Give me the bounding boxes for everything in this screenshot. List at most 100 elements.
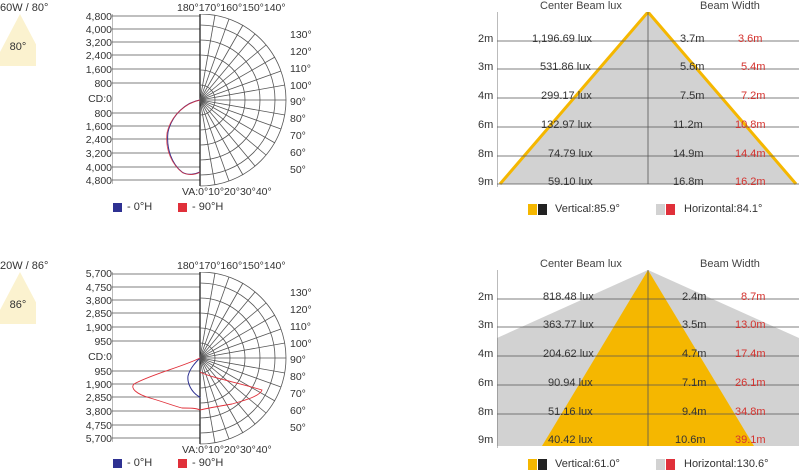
side-angle: 90° [290, 96, 306, 108]
badge-2: 86° [0, 272, 40, 324]
beam-row-width-v: 7.5m [680, 90, 705, 102]
beam-row-width-v: 3.5m [682, 319, 707, 331]
panel-2-title: 20W / 86° [0, 260, 49, 272]
beam-angle-badge-icon [0, 14, 40, 66]
beam-row-width-v: 16.8m [673, 176, 704, 188]
polar-tick: 2,400 [85, 134, 112, 146]
badge-1-angle: 80° [9, 41, 27, 53]
polar-tick: 3,200 [85, 37, 112, 49]
polar-diagram-2 [112, 272, 287, 445]
beam-row-width-h: 8.7m [741, 291, 766, 303]
beam-row-lux: 204.62 lux [543, 348, 594, 360]
beam-row-dist: 8m [478, 148, 494, 160]
legend-0h-label: - 0°H [127, 201, 153, 213]
beam-row-width-h: 26.1m [735, 377, 766, 389]
polar-tick: 3,200 [85, 148, 112, 160]
beam-row-width-h: 34.8m [735, 406, 766, 418]
polar-tick: 800 [94, 78, 112, 90]
polar-tick: 800 [94, 108, 112, 120]
polar-tick: CD:0 [88, 93, 112, 105]
polar-tick: 2,400 [85, 50, 112, 62]
curve-90h [166, 99, 201, 175]
badge-2-angle: 86° [9, 299, 27, 311]
beam-row-lux: 59.10 lux [548, 176, 593, 188]
horizontal-swatch-red-icon [666, 459, 675, 470]
beam-row-lux: 1,196.69 lux [532, 33, 592, 45]
side-angle: 60° [290, 147, 306, 159]
side-angle: 120° [290, 46, 312, 58]
side-angle: 50° [290, 422, 306, 434]
beam-row-dist: 6m [478, 119, 494, 131]
beam-row-lux: 74.79 lux [548, 148, 593, 160]
beam-row-dist: 3m [478, 61, 494, 73]
side-angle: 120° [290, 304, 312, 316]
polar-tick: 4,000 [85, 162, 112, 174]
beam-row-width-h: 7.2m [741, 90, 766, 102]
side-angle: 110° [290, 321, 311, 333]
legend-0h-swatch-icon [113, 459, 122, 468]
beam-row-lux: 363.77 lux [543, 319, 594, 331]
polar-tick: 4,800 [85, 11, 112, 23]
side-angle: 100° [290, 338, 312, 350]
beam-row-width-h: 17.4m [735, 348, 766, 360]
beam-header-lux-1: Center Beam lux [540, 0, 622, 12]
beam-row-width-h: 16.2m [735, 176, 766, 188]
side-angle: 110° [290, 63, 311, 75]
top-angles-1: 180°170°160°150°140° [177, 2, 286, 14]
curve-90h-right [199, 371, 263, 411]
beam-row-dist: 6m [478, 377, 494, 389]
side-angle: 130° [290, 287, 312, 299]
beam-row-dist: 8m [478, 406, 494, 418]
side-angle: 70° [290, 130, 306, 142]
polar-tick: 3,800 [85, 406, 112, 418]
polar-tick: 1,900 [85, 379, 112, 391]
horizontal-angle-label: Horizontal:84.1° [684, 203, 763, 215]
polar-tick: 2,850 [85, 392, 112, 404]
beam-row-lux: 132.97 lux [541, 119, 592, 131]
beam-row-dist: 4m [478, 348, 494, 360]
horizontal-angle-label: Horizontal:130.6° [684, 458, 769, 470]
polar-tick: 950 [94, 336, 112, 348]
beam-row-dist: 4m [478, 90, 494, 102]
beam-row-dist: 2m [478, 291, 494, 303]
vertical-angle-label: Vertical:85.9° [555, 203, 620, 215]
horizontal-swatch-red-icon [666, 204, 675, 215]
side-angle: 50° [290, 164, 306, 176]
side-angle: 60° [290, 405, 306, 417]
polar-tick: 5,700 [85, 268, 112, 280]
beam-row-dist: 9m [478, 434, 494, 446]
beam-row-dist: 3m [478, 319, 494, 331]
beam-row-width-v: 9.4m [682, 406, 707, 418]
polar-tick: 4,000 [85, 24, 112, 36]
beam-row-width-v: 2.4m [682, 291, 707, 303]
polar-grid-1 [112, 14, 287, 187]
polar-tick: 1,600 [85, 64, 112, 76]
polar-diagram-1 [112, 14, 287, 187]
beam-angle-badge-icon [0, 272, 40, 324]
vertical-angle-label: Vertical:61.0° [555, 458, 620, 470]
beam-row-width-v: 4.7m [682, 348, 707, 360]
beam-row-lux: 531.86 lux [540, 61, 591, 73]
curve-90h [132, 357, 201, 411]
polar-tick: 4,750 [85, 420, 112, 432]
beam-header-width-2: Beam Width [700, 258, 760, 270]
beam-row-width-h: 10.8m [735, 119, 766, 131]
legend-90h-label: - 90°H [192, 201, 224, 213]
bottom-angles-2: VA:0°10°20°30°40° [182, 444, 272, 456]
polar-tick: 1,600 [85, 121, 112, 133]
side-angle: 90° [290, 354, 306, 366]
beam-row-dist: 2m [478, 33, 494, 45]
beam-row-lux: 51.16 lux [548, 406, 593, 418]
beam-row-width-v: 10.6m [675, 434, 706, 446]
beam-row-width-h: 39.1m [735, 434, 766, 446]
beam-row-width-h: 13.0m [735, 319, 766, 331]
polar-tick: 950 [94, 366, 112, 378]
beam-row-width-v: 7.1m [682, 377, 707, 389]
curve-0h [167, 99, 201, 175]
polar-tick: 1,900 [85, 322, 112, 334]
beam-row-lux: 40.42 lux [548, 434, 593, 446]
polar-grid-2 [112, 272, 287, 445]
beam-header-width-1: Beam Width [700, 0, 760, 12]
beam-row-lux: 90.94 lux [548, 377, 593, 389]
badge-1: 80° [0, 14, 40, 66]
